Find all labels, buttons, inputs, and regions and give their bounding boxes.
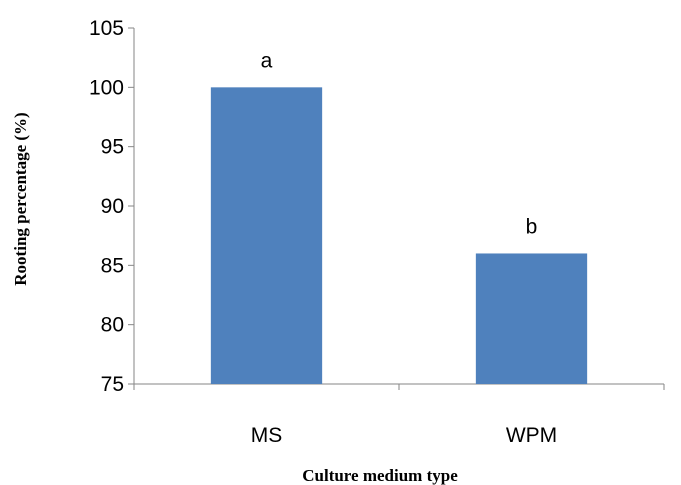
bars [210,87,588,384]
y-tick-label: 75 [101,373,124,396]
y-tick-label: 90 [101,195,124,218]
bar-data-label: a [261,49,273,72]
x-axis: MS WPM [133,383,665,447]
y-axis: 75 80 85 90 95 100 105 [89,17,135,396]
bar-ms [210,87,323,384]
data-labels: ab [261,49,538,238]
y-tick-label: 85 [101,254,124,277]
x-tick-label: WPM [506,424,557,447]
bar-wpm [475,253,588,384]
y-tick-label: 95 [101,136,124,159]
y-axis-title: Rooting percentage (%) [11,112,30,285]
y-tick-label: 105 [89,17,124,40]
x-tick-label: MS [251,424,283,447]
x-axis-title: Culture medium type [302,466,458,485]
y-tick-label: 100 [89,76,124,99]
bar-data-label: b [526,215,538,238]
y-tick-label: 80 [101,314,124,337]
